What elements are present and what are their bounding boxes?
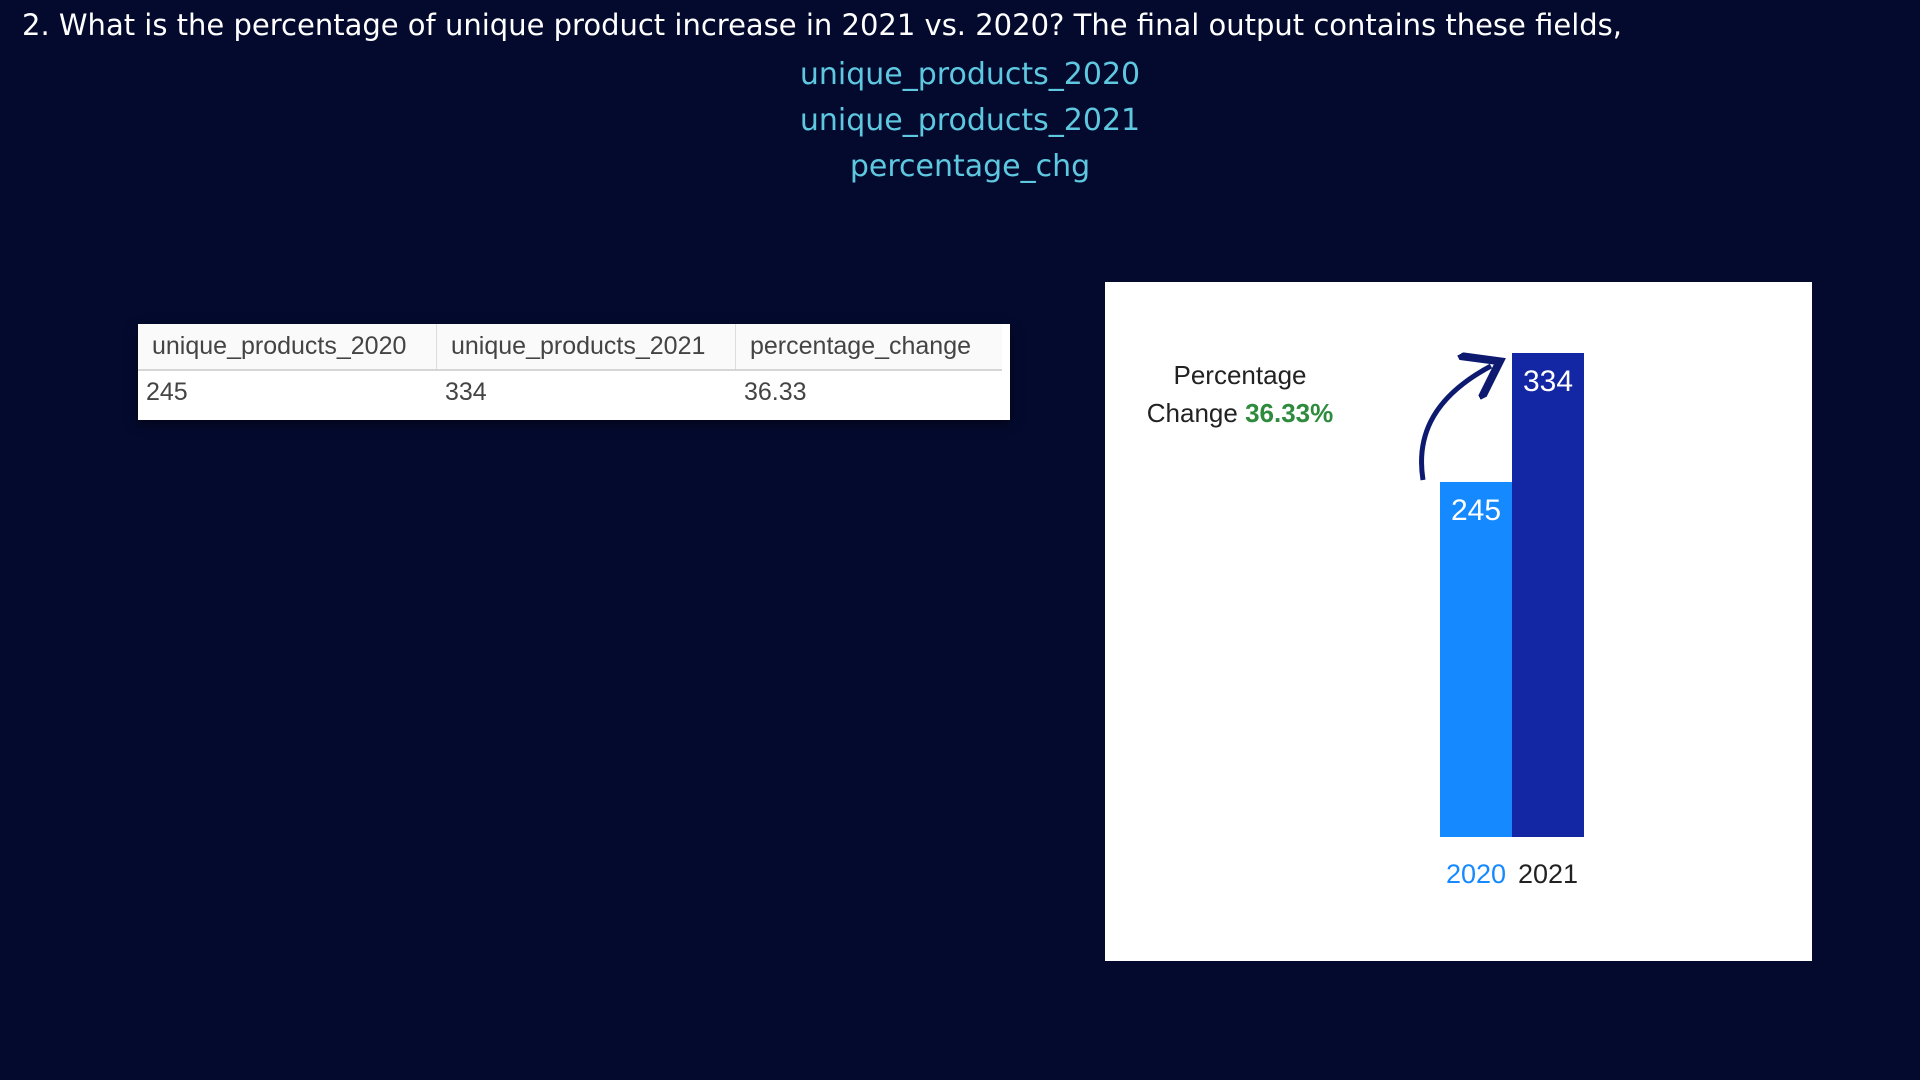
field-percentage-chg: percentage_chg	[849, 149, 1091, 184]
bar-chart: 245 2020 334 2021	[1419, 282, 1584, 889]
cell-unique-products-2021[interactable]: 334	[436, 370, 736, 413]
field-unique-products-2021: unique_products_2021	[799, 103, 1141, 138]
percentage-note-change-word: Change	[1146, 398, 1238, 428]
column-header-unique-products-2021[interactable]: unique_products_2021	[436, 324, 736, 371]
data-label-2020: 245	[1451, 494, 1501, 527]
field-unique-products-2020: unique_products_2020	[799, 57, 1141, 92]
cell-percentage-change[interactable]: 36.33	[735, 370, 1002, 413]
bar-2020[interactable]	[1440, 481, 1512, 837]
percentage-note-line2: Change 36.33%	[1135, 394, 1345, 432]
chart-panel: Percentage Change 36.33% 245 2020 334 2021	[1105, 282, 1812, 961]
percentage-change-value: 36.33%	[1245, 398, 1334, 428]
percentage-note-line1: Percentage	[1173, 360, 1307, 390]
table-row[interactable]: 245 334 36.33	[138, 370, 1002, 413]
column-header-percentage-change[interactable]: percentage_change	[735, 324, 1002, 371]
fields-list: unique_products_2020 unique_products_202…	[0, 52, 1920, 190]
question-text: 2. What is the percentage of unique prod…	[22, 8, 1622, 42]
percentage-change-note: Percentage Change 36.33%	[1135, 356, 1345, 432]
increase-arrow-icon	[1419, 366, 1491, 481]
bar-2021[interactable]	[1512, 353, 1584, 837]
category-label-2021: 2021	[1518, 859, 1578, 889]
data-label-2021: 334	[1523, 365, 1573, 398]
table-header-row: unique_products_2020 unique_products_202…	[138, 324, 1002, 371]
result-grid: unique_products_2020 unique_products_202…	[138, 324, 1002, 413]
cell-unique-products-2020[interactable]: 245	[138, 370, 437, 413]
query-result-table: unique_products_2020 unique_products_202…	[138, 324, 1010, 420]
column-header-unique-products-2020[interactable]: unique_products_2020	[138, 324, 437, 371]
category-label-2020: 2020	[1446, 859, 1506, 889]
